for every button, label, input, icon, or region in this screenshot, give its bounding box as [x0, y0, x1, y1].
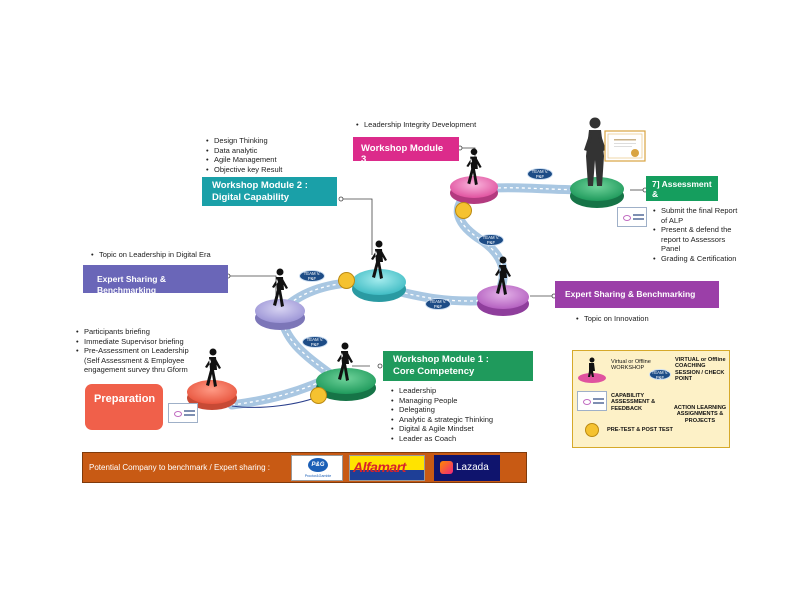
disk-expert-top [255, 299, 305, 330]
lazada-heart-icon [440, 461, 453, 474]
pretest-coin-icon [455, 202, 472, 219]
module1-box: Workshop Module 1 : Core Competency [383, 351, 533, 381]
connector-expert-top [228, 275, 277, 295]
person-icon [205, 348, 221, 387]
list-item: Leader as Coach [390, 434, 530, 444]
pg-logo: P&G Proctor&Gamble [291, 455, 343, 481]
team-badge: TEAM V. P&F [649, 369, 671, 380]
legend-coaching: VIRTUAL or Offline COACHING SESSION / CH… [675, 357, 726, 383]
expert-top-box: Expert Sharing & Benchmarking [83, 265, 228, 293]
list-item: Immediate Supervisor briefing [75, 337, 205, 347]
capability-assessment-icon [577, 391, 607, 411]
pg-logo-text: Proctor&Gamble [304, 474, 332, 478]
expert-top-note: Topic on Leadership in Digital Era [90, 250, 211, 259]
lazada-logo-text: Lazada [456, 462, 489, 473]
pretest-coin-icon [338, 272, 355, 289]
list-item: Objective key Result [205, 165, 340, 175]
certificate-icon [604, 130, 646, 162]
team-badge: TEAM V. P&F [478, 234, 504, 246]
disk-preparation [187, 380, 237, 410]
disk-assessment [570, 177, 624, 208]
list-item: Submit the final Report of ALP [652, 206, 740, 225]
banner-label: Potential Company to benchmark / Expert … [89, 463, 270, 472]
legend-workshop: Virtual or Offline WORKSHOP [611, 359, 651, 372]
module2-subtitle: Digital Capability [212, 192, 290, 203]
team-badge: TEAM V. P&F [299, 270, 325, 282]
team-badge: TEAM V. P&F [527, 168, 553, 180]
expert-top-title: Expert Sharing & Benchmarking [97, 274, 166, 293]
preparation-box: Preparation [85, 384, 163, 430]
module1-subtitle: Core Competency [393, 366, 475, 377]
module2-box: Workshop Module 2 : Digital Capability [202, 177, 337, 206]
benchmark-banner: Potential Company to benchmark / Expert … [82, 452, 527, 483]
legend: Virtual or Offline WORKSHOP TEAM V. P&F … [572, 350, 730, 448]
list-item: Managing People [390, 396, 530, 406]
pg-logo-mark: P&G [308, 458, 328, 472]
capability-assessment-icon [168, 403, 198, 423]
pretest-coin-icon [585, 423, 599, 437]
path-road-dash [231, 187, 596, 406]
assessment-box: 7] Assessment & [646, 176, 718, 201]
disk-module3 [450, 176, 498, 204]
list-item: Leadership [390, 386, 530, 396]
team-badge: TEAM V. P&F [302, 336, 328, 348]
legend-pretest: PRE-TEST & POST TEST [607, 427, 673, 433]
alfamart-logo: Alfamart [349, 455, 425, 481]
pretest-coin-icon [310, 387, 327, 404]
module2-title: Workshop Module 2 : [212, 180, 308, 191]
person-icon [371, 240, 387, 279]
expert-right-note: Topic on Innovation [575, 314, 649, 323]
list-item: Analytic & strategic Thinking [390, 415, 530, 425]
list-item: Agile Management [205, 155, 340, 165]
alfamart-logo-text: Alfamart [353, 459, 406, 475]
module2-topics: Design Thinking Data analytic Agile Mana… [205, 136, 340, 174]
list-item: Participants briefing [75, 327, 205, 337]
list-item: Present & defend the report to Assessors… [652, 225, 740, 254]
list-item: Pre-Assessment on Leadership (Self Asses… [75, 346, 205, 375]
graduate-silhouette-icon [584, 117, 606, 186]
module1-topics: Leadership Managing People Delegating An… [390, 386, 530, 443]
connector-m2 [341, 198, 373, 255]
list-item: Digital & Agile Mindset [390, 424, 530, 434]
assessment-notes: Submit the final Report of ALP Present &… [652, 206, 740, 263]
preparation-notes: Participants briefing Immediate Supervis… [75, 327, 205, 375]
assessment-title: 7] Assessment & [652, 179, 712, 199]
list-item: Grading & Certification [652, 254, 740, 264]
list-item: Data analytic [205, 146, 340, 156]
legend-action: ACTION LEARNING ASSIGNMENTS & PROJECTS [673, 405, 727, 424]
person-icon [495, 256, 511, 295]
capability-assessment-icon [617, 207, 647, 227]
expert-right-title: Expert Sharing & Benchmarking [565, 289, 696, 299]
expert-right-box: Expert Sharing & Benchmarking [555, 281, 719, 308]
module3-note: Leadership Integrity Development [355, 120, 476, 129]
workshop-legend-icon [578, 357, 606, 383]
preparation-title: Preparation [94, 393, 156, 405]
module3-box: Workshop Module 3 [353, 137, 459, 165]
disk-expert-right [477, 285, 529, 316]
person-icon [466, 148, 482, 186]
disk-module2 [352, 269, 406, 302]
team-badge: TEAM V. P&F [425, 298, 451, 310]
list-item: Design Thinking [205, 136, 340, 146]
list-item: Delegating [390, 405, 530, 415]
legend-capability: CAPABILITY ASSESSMENT & FEEDBACK [611, 393, 656, 412]
lazada-logo: Lazada [434, 455, 500, 481]
person-icon [272, 268, 288, 307]
module3-title: Workshop Module 3 [361, 143, 444, 165]
module1-title: Workshop Module 1 : [393, 354, 489, 365]
person-icon [337, 342, 353, 381]
